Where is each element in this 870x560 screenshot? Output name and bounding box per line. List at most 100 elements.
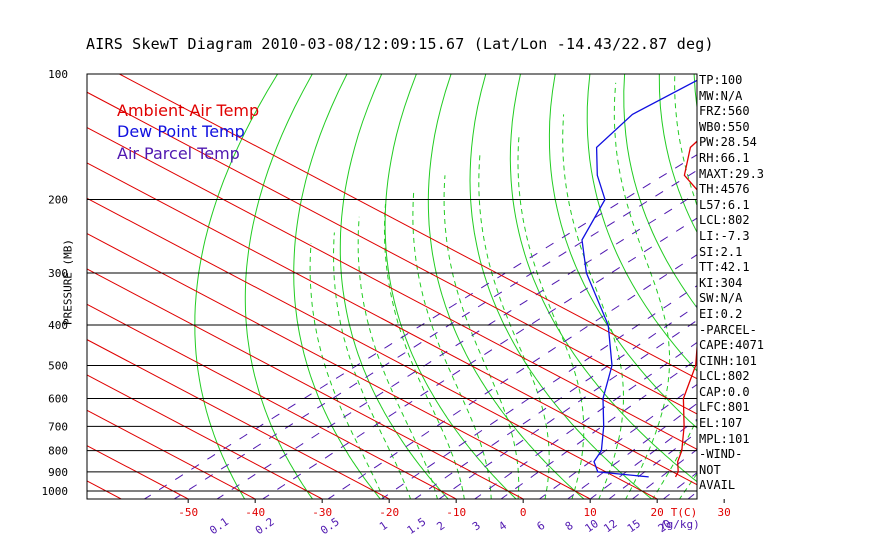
moist-adiabat-line xyxy=(357,216,438,499)
mixing-ratio-line xyxy=(216,192,697,499)
dry-adiabat-line xyxy=(764,74,870,508)
index-item: LCL:802 xyxy=(699,369,750,384)
chart-title: AIRS SkewT Diagram 2010-03-08/12:09:15.6… xyxy=(86,35,714,53)
index-item: CINH:101 xyxy=(699,353,757,368)
dry-adiabat-line xyxy=(658,74,697,234)
legend-air-parcel-temp: Air Parcel Temp xyxy=(117,144,240,163)
index-item: TT:42.1 xyxy=(699,260,750,275)
stability-indices-list: TP:100 MW:N/A FRZ:560 WB0:550 PW:28.54 RH:66.… xyxy=(699,73,764,494)
dry-adiabat-line xyxy=(469,74,653,499)
index-item: FRZ:560 xyxy=(699,104,750,119)
ambient-air-temp-line xyxy=(674,140,697,478)
isotherm-line xyxy=(87,127,697,450)
mixing-ratio-tick-label: 12 xyxy=(601,517,619,535)
dew-point-temp-line xyxy=(581,79,697,478)
index-item: LCL:802 xyxy=(699,213,750,228)
moist-adiabat-line xyxy=(613,82,671,499)
isotherm-line xyxy=(119,74,697,380)
pressure-tick-label: 700 xyxy=(48,420,68,433)
bottom-temperature-tick-label: 10 xyxy=(584,506,597,519)
mixing-ratio-tick-label: 1.5 xyxy=(405,515,429,537)
moist-adiabat-line xyxy=(562,114,624,499)
pressure-tick-label: 600 xyxy=(48,392,68,405)
index-item: CAP:0.0 xyxy=(699,384,750,399)
isotherm-line xyxy=(87,268,524,499)
dry-adiabat-line xyxy=(833,74,870,508)
index-item: TP:100 xyxy=(699,73,743,87)
pressure-tick-label: 500 xyxy=(48,359,68,372)
isotherm-line xyxy=(87,91,697,415)
mixing-ratio-tick-label: 4 xyxy=(496,519,509,534)
pressure-tick-label: 300 xyxy=(48,267,68,280)
index-item: MPL:101 xyxy=(699,431,750,446)
mixing-ratio-line xyxy=(500,358,697,499)
plot-frame xyxy=(86,73,725,503)
pressure-tick-label: 900 xyxy=(48,466,68,479)
moist-adiabat-line xyxy=(759,74,870,500)
isotherm-line xyxy=(87,374,323,499)
index-item: CAPE:4071 xyxy=(699,338,765,353)
isotherm-line xyxy=(87,339,390,499)
mixing-ratio-tick-label: 8 xyxy=(563,519,576,533)
index-item: -PARCEL- xyxy=(699,322,757,337)
index-item: LI:-7.3 xyxy=(699,228,750,243)
mixing-ratio-line xyxy=(261,217,697,499)
pressure-tick-label: 1000 xyxy=(42,485,69,498)
dry-adiabat-line xyxy=(798,74,870,508)
bottom-temperature-tick-label: -50 xyxy=(178,506,198,519)
mixing-ratio-tick-label: 10 xyxy=(583,517,601,535)
moist-adiabat-line xyxy=(443,175,520,499)
mixing-ratio-tick-label: 3 xyxy=(470,519,483,533)
bottom-temperature-tick-label: -40 xyxy=(245,506,265,519)
index-item: WB0:550 xyxy=(699,119,750,134)
mixing-ratio-line xyxy=(173,169,697,499)
pressure-tick-label: 200 xyxy=(48,194,68,207)
index-item: MAXT:29.3 xyxy=(699,166,765,181)
mixing-ratio-tick-label: 1 xyxy=(377,519,390,533)
axis-labels: 1002003004005006007008009001000-120-110-… xyxy=(42,68,731,537)
pressure-tick-label: 800 xyxy=(48,445,68,458)
isotherm-line xyxy=(87,162,697,486)
dry-adiabat-line xyxy=(293,74,382,499)
mixing-ratio-tick-label: 2 xyxy=(434,519,447,533)
profiles xyxy=(581,79,697,478)
legend-dew-point-temp: Dew Point Temp xyxy=(117,122,245,141)
index-item: SW:N/A xyxy=(699,291,743,306)
mixing-ratio-line xyxy=(438,319,697,499)
mixing-ratio-line xyxy=(413,304,697,499)
plot-border xyxy=(86,73,698,500)
mixing-ratio-line xyxy=(662,472,697,499)
bottom-temperature-tick-label: 0 xyxy=(520,506,527,519)
index-item: MW:N/A xyxy=(699,88,743,103)
moist-adiabat-line xyxy=(383,203,465,499)
isotherm-line xyxy=(87,409,256,499)
mixing-ratio-line xyxy=(327,254,697,499)
index-item: SI:2.1 xyxy=(699,244,743,259)
bottom-axis-unit: T(C) xyxy=(671,506,698,519)
mixing-ratio-line xyxy=(143,154,697,499)
moist-adiabat-line xyxy=(412,190,492,499)
mixing-ratio-line xyxy=(380,285,697,499)
legend-ambient-air-temp: Ambient Air Temp xyxy=(117,101,260,120)
isotherm-line xyxy=(87,233,591,499)
pressure-tick-label: 400 xyxy=(48,319,68,332)
index-item: EL:107 xyxy=(699,416,743,431)
mixing-ratio-tick-label: 20 xyxy=(656,517,674,535)
index-item: L57:6.1 xyxy=(699,197,750,212)
index-item: AVAIL xyxy=(699,478,736,493)
mixing-ratio-unit: (g/kg) xyxy=(660,518,700,531)
moist-adiabat-line xyxy=(309,243,385,499)
isotherm-line xyxy=(0,74,54,499)
index-item: LFC:801 xyxy=(699,400,750,415)
mixing-ratio-tick-label: 6 xyxy=(535,519,548,533)
index-item: EI:0.2 xyxy=(699,306,743,321)
isotherm-line xyxy=(87,303,457,499)
index-item: PW:28.54 xyxy=(699,135,757,150)
dry-adiabat-line xyxy=(586,74,697,372)
index-item: KI:304 xyxy=(699,275,743,290)
moist-adiabats xyxy=(309,74,870,500)
pressure-tick-label: 100 xyxy=(48,68,68,81)
mixing-ratio-lines xyxy=(143,154,697,499)
mixing-ratio-tick-label: 0.1 xyxy=(207,515,231,537)
dry-adiabat-line xyxy=(623,74,697,309)
